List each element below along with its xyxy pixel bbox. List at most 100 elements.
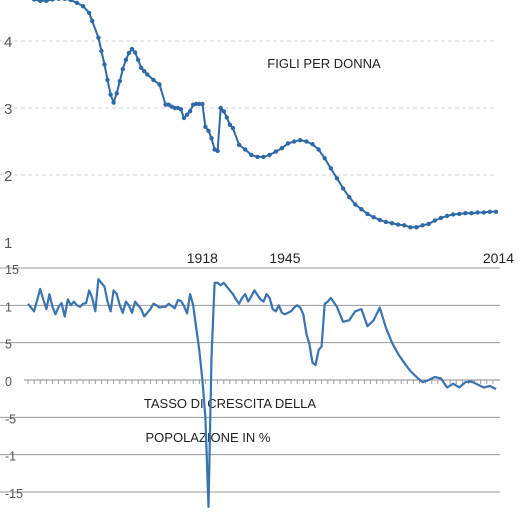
fertility-data-point — [105, 77, 110, 83]
fertility-y-tick-label: 1 — [4, 235, 12, 252]
fertility-data-point — [481, 210, 486, 215]
growth-y-tick-label: 1 — [5, 300, 12, 314]
fertility-data-point — [44, 0, 49, 3]
fertility-data-point — [383, 219, 389, 225]
fertility-data-point — [304, 139, 309, 144]
fertility-data-point — [444, 213, 450, 219]
fertility-y-tick-labels: 1 2 3 4 — [4, 34, 12, 252]
fertility-data-point — [157, 82, 162, 87]
fertility-data-point — [334, 176, 340, 181]
fertility-data-point — [117, 79, 123, 84]
fertility-data-point — [328, 166, 333, 171]
growth-x-tick-label: 2014 — [483, 250, 514, 266]
fertility-data-point — [215, 148, 220, 154]
fertility-data-point — [285, 141, 291, 146]
fertility-data-point — [408, 225, 413, 230]
fertility-data-point — [178, 107, 184, 112]
fertility-data-point — [457, 211, 462, 217]
fertility-series-line — [32, 0, 496, 229]
fertility-data-point — [279, 146, 285, 151]
fertility-data-point — [102, 62, 107, 67]
growth-y-tick-label: -5 — [5, 412, 16, 426]
fertility-data-point — [172, 105, 177, 111]
fertility-data-point — [298, 138, 303, 143]
fertility-data-point — [347, 194, 352, 200]
fertility-data-point — [230, 125, 236, 131]
fertility-data-point — [340, 186, 346, 191]
fertility-data-point — [181, 115, 187, 121]
fertility-data-point — [206, 128, 211, 133]
fertility-data-point — [221, 109, 226, 114]
fertility-data-point — [151, 77, 156, 83]
fertility-data-point — [451, 212, 456, 217]
fertility-data-point — [135, 57, 141, 62]
fertility-data-point — [132, 50, 138, 55]
fertility-data-point — [68, 0, 73, 3]
growth-x-tick-labels: 1918 1945 2014 — [187, 250, 514, 266]
fertility-data-point — [96, 35, 101, 40]
fertility-data-point — [203, 124, 208, 129]
fertility-data-point — [111, 100, 116, 105]
fertility-data-point — [255, 154, 260, 160]
growth-chart-title-line-2: POPOLAZIONE IN % — [146, 430, 271, 445]
growth-y-tick-label: 5 — [5, 338, 12, 352]
fertility-data-point — [316, 147, 321, 152]
growth-y-tick-label: -15 — [5, 487, 23, 501]
fertility-data-point — [80, 3, 86, 9]
growth-x-tick-label: 1918 — [187, 250, 218, 266]
fertility-series-points — [31, 0, 499, 230]
fertility-data-point — [194, 101, 199, 107]
fertility-data-point — [218, 105, 223, 111]
fertility-data-point — [310, 142, 315, 147]
fertility-grid — [0, 40, 496, 176]
fertility-data-point — [261, 154, 266, 160]
fertility-data-point — [123, 57, 129, 62]
fertility-data-point — [99, 48, 104, 54]
growth-y-tick-label: -1 — [5, 450, 16, 464]
fertility-data-point — [365, 211, 370, 217]
fertility-data-point — [129, 46, 135, 52]
fertility-data-point — [426, 221, 431, 227]
fertility-data-point — [420, 223, 425, 228]
fertility-y-tick-label: 4 — [4, 34, 12, 51]
fertility-data-point — [163, 102, 168, 107]
fertility-data-point — [469, 211, 474, 216]
growth-series-line — [27, 278, 497, 508]
fertility-data-point — [359, 207, 364, 212]
fertility-data-point — [377, 217, 382, 223]
fertility-data-point — [209, 136, 214, 141]
fertility-data-point — [74, 0, 80, 5]
fertility-data-point — [145, 72, 150, 77]
fertility-data-point — [236, 142, 242, 147]
fertility-data-point — [243, 147, 248, 152]
fertility-data-point — [487, 209, 493, 214]
fertility-data-point — [463, 211, 468, 216]
fertility-data-point — [126, 50, 132, 56]
fertility-data-point — [187, 109, 193, 114]
fertility-y-tick-label: 2 — [4, 168, 12, 185]
growth-chart-title-line-1: TASSO DI CRESCITA DELLA — [144, 396, 317, 411]
fertility-data-point — [414, 225, 419, 230]
fertility-data-point — [56, 0, 61, 1]
fertility-data-point — [38, 0, 43, 3]
fertility-y-tick-label: 3 — [4, 101, 12, 118]
fertility-data-point — [90, 18, 95, 24]
fertility-data-point — [402, 223, 407, 228]
growth-y-tick-label: 15 — [5, 263, 19, 277]
fertility-data-point — [438, 215, 444, 221]
fertility-data-point — [224, 115, 229, 120]
fertility-data-point — [108, 92, 113, 97]
fertility-data-point — [389, 221, 395, 226]
fertility-data-point — [475, 210, 480, 215]
fertility-data-point — [353, 202, 358, 207]
fertility-data-point — [322, 156, 327, 161]
fertility-data-point — [291, 139, 297, 144]
fertility-data-point — [31, 0, 37, 2]
growth-x-tick-label: 1945 — [269, 250, 300, 266]
fertility-data-point — [432, 218, 437, 223]
fertility-data-point — [227, 122, 233, 128]
fertility-data-point — [249, 152, 254, 158]
